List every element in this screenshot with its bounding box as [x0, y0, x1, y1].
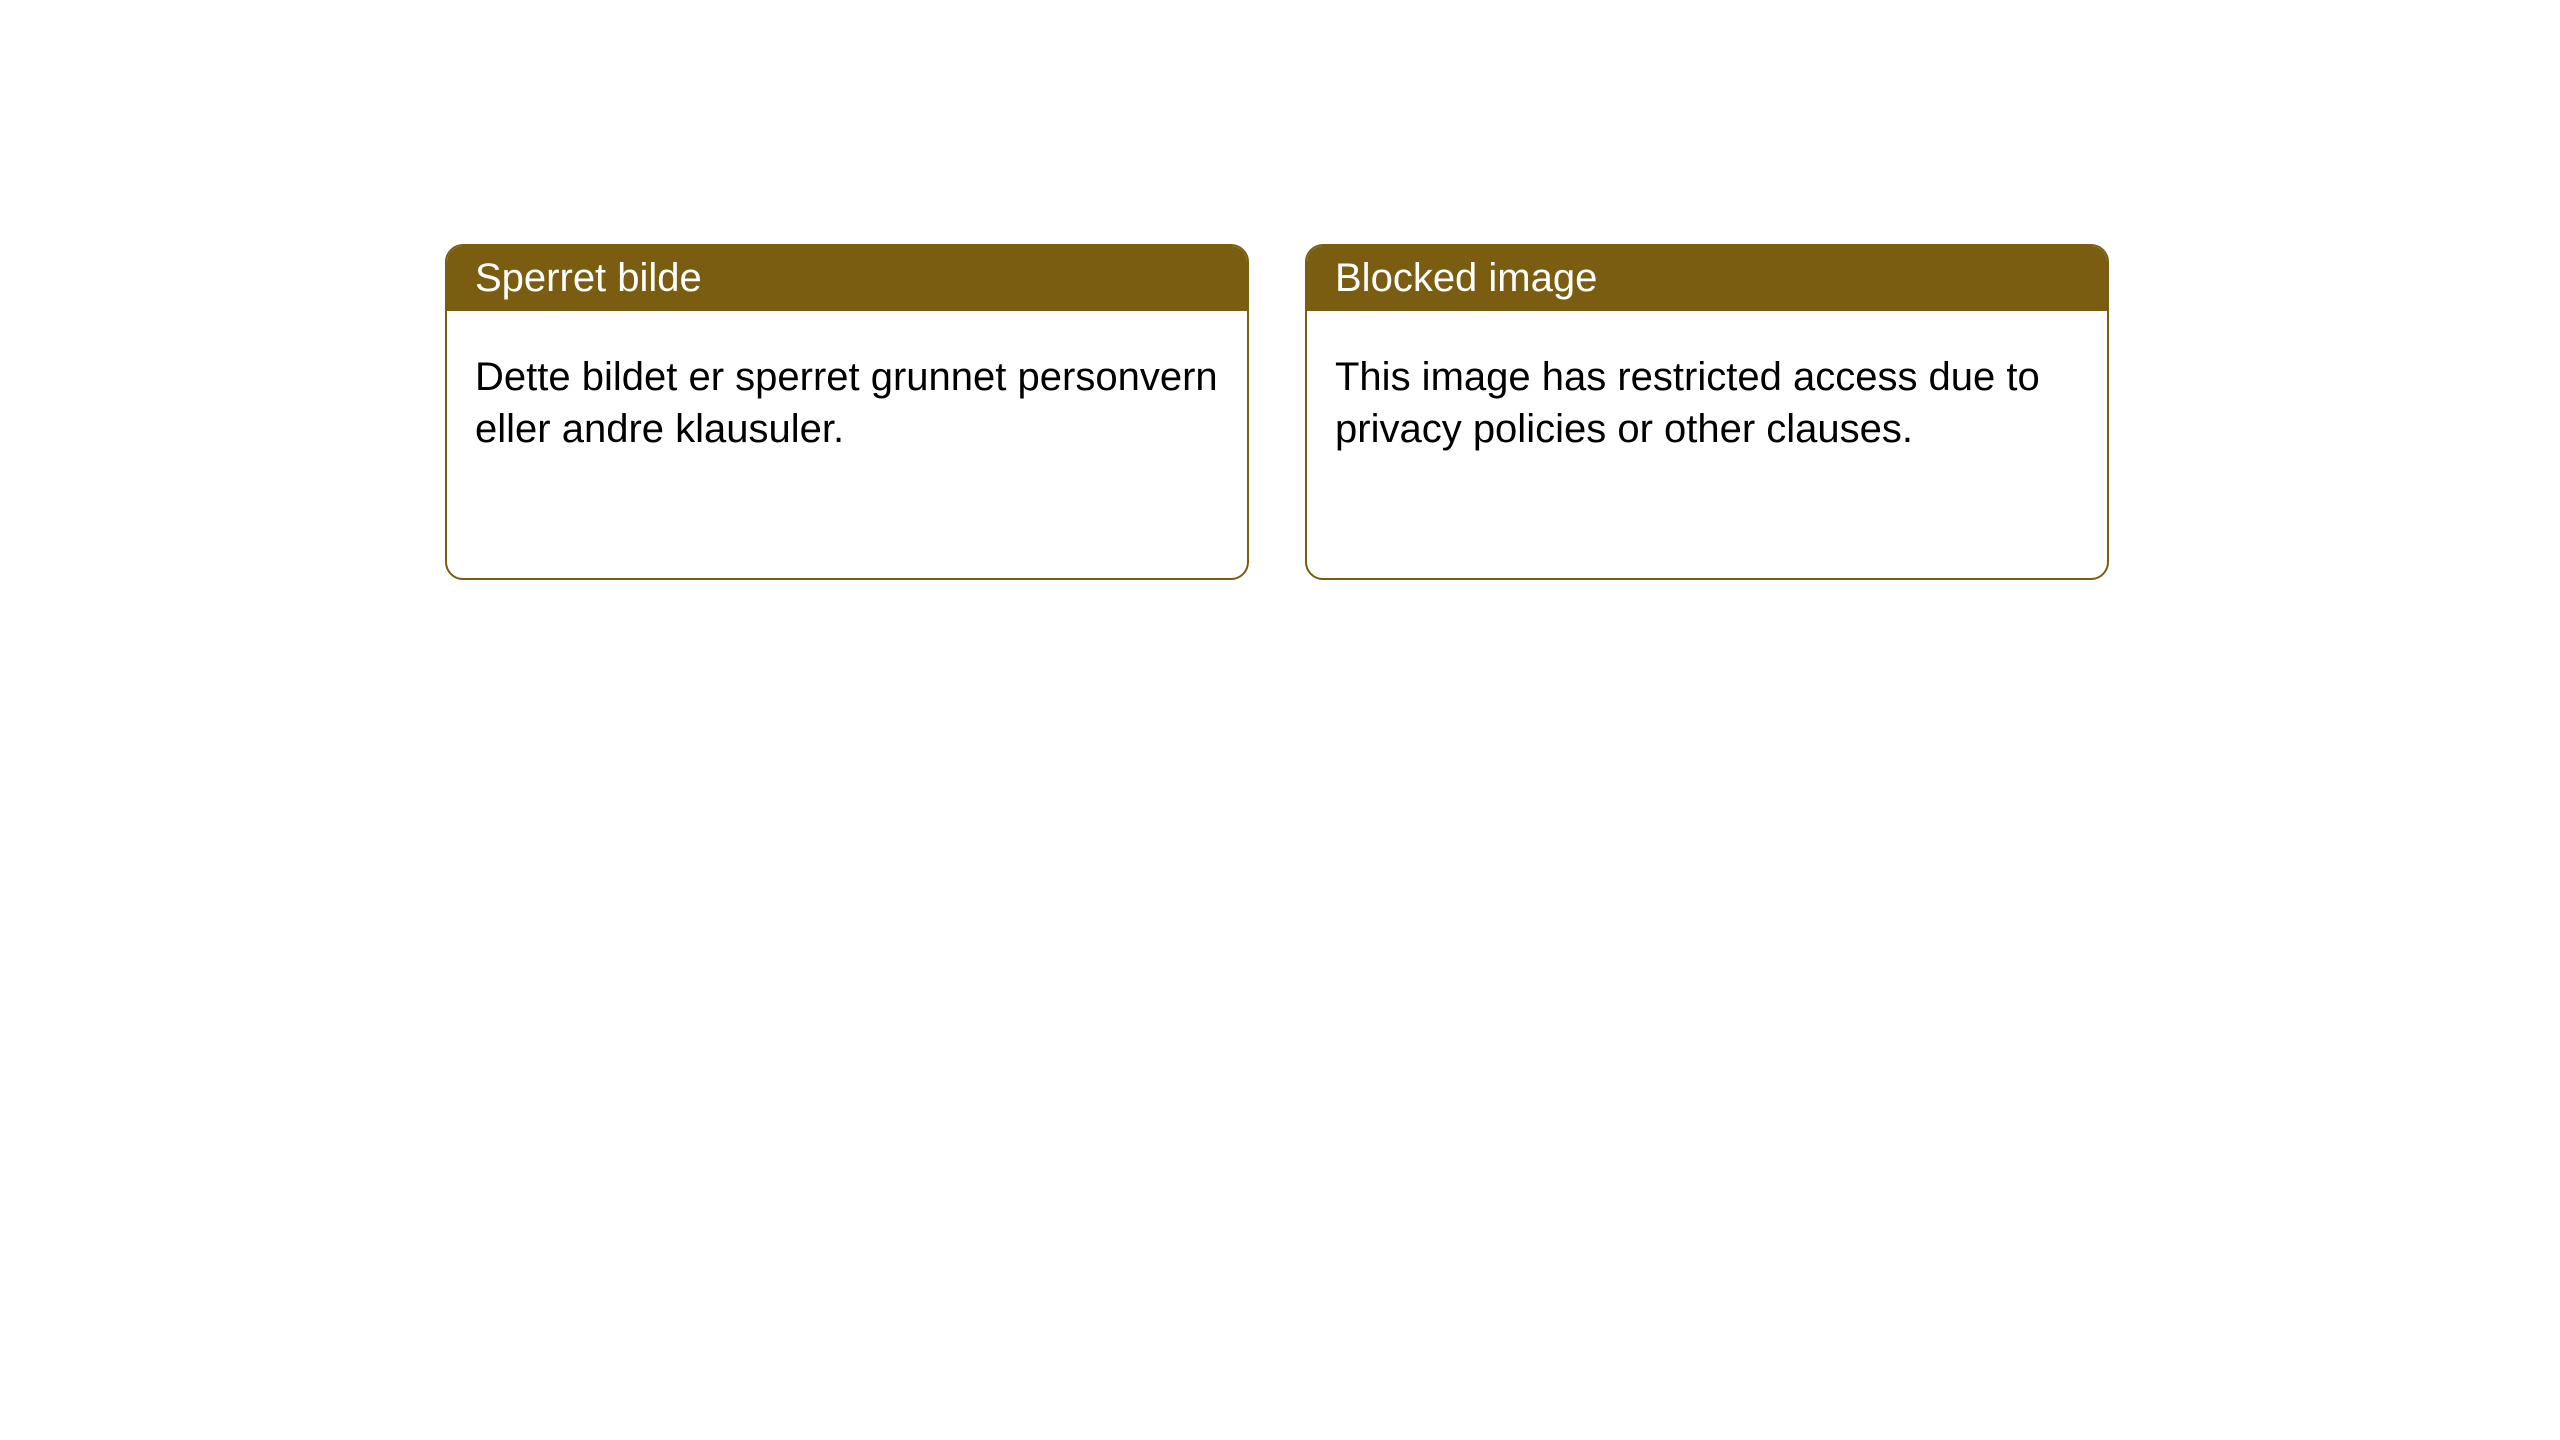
notice-body: This image has restricted access due to … [1307, 311, 2107, 495]
notice-title: Blocked image [1307, 246, 2107, 311]
notice-card-norwegian: Sperret bilde Dette bildet er sperret gr… [445, 244, 1249, 580]
notice-card-english: Blocked image This image has restricted … [1305, 244, 2109, 580]
notice-container: Sperret bilde Dette bildet er sperret gr… [0, 0, 2560, 580]
notice-body: Dette bildet er sperret grunnet personve… [447, 311, 1247, 495]
notice-title: Sperret bilde [447, 246, 1247, 311]
